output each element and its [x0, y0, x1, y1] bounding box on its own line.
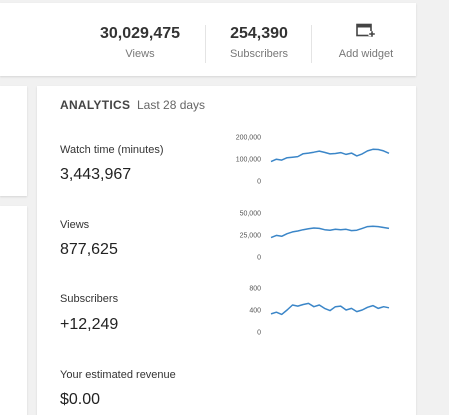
- subscribers-metric-label: Subscribers: [60, 293, 119, 305]
- y-tick-label: 800: [249, 286, 261, 293]
- series-line: [270, 225, 390, 239]
- y-tick-label: 200,000: [236, 135, 261, 142]
- watch-time-label: Watch time (minutes): [60, 144, 164, 156]
- revenue-value: $0.00: [60, 391, 101, 408]
- series-line: [270, 302, 390, 316]
- y-tick-label: 100,000: [236, 157, 261, 164]
- views-metric-label: Views: [60, 219, 90, 231]
- subscribers-label: Subscribers: [229, 48, 289, 60]
- divider: [205, 25, 206, 63]
- analytics-period: Last 28 days: [137, 98, 206, 112]
- views-sparkline: 50,000 25,000 0: [240, 211, 390, 262]
- views-metric-value: 877,625: [60, 241, 118, 258]
- left-card: [0, 86, 27, 196]
- y-tick-label: 400: [249, 308, 261, 315]
- analytics-title: ANALYTICS: [60, 98, 131, 112]
- y-tick-label: 50,000: [240, 211, 262, 218]
- watch-time-value: 3,443,967: [60, 166, 132, 183]
- y-tick-label: 0: [257, 255, 261, 262]
- views-label: Views: [125, 48, 155, 60]
- y-tick-label: 0: [257, 330, 261, 337]
- y-tick-label: 25,000: [240, 233, 262, 240]
- subscribers-sparkline: 800 400 0: [249, 286, 390, 337]
- add-widget-button[interactable]: Add widget: [327, 3, 405, 76]
- subscribers-metric-value: +12,249: [60, 316, 119, 333]
- views-count: 30,029,475: [99, 25, 181, 42]
- add-widget-icon: [356, 23, 376, 37]
- revenue-label: Your estimated revenue: [60, 369, 176, 381]
- subscribers-stat: 254,390 Subscribers: [212, 3, 306, 76]
- y-tick-label: 0: [257, 179, 261, 186]
- series-line: [270, 148, 390, 163]
- watch-time-sparkline: 200,000 100,000 0: [236, 135, 390, 186]
- views-stat: 30,029,475 Views: [92, 3, 188, 76]
- analytics-card: ANALYTICS Last 28 days Watch time (minut…: [37, 86, 416, 415]
- add-widget-label: Add widget: [338, 48, 394, 60]
- divider: [311, 25, 312, 63]
- channel-stats-card: 30,029,475 Views 254,390 Subscribers Add…: [0, 3, 416, 76]
- subscribers-count: 254,390: [230, 25, 288, 42]
- left-card: [0, 206, 27, 415]
